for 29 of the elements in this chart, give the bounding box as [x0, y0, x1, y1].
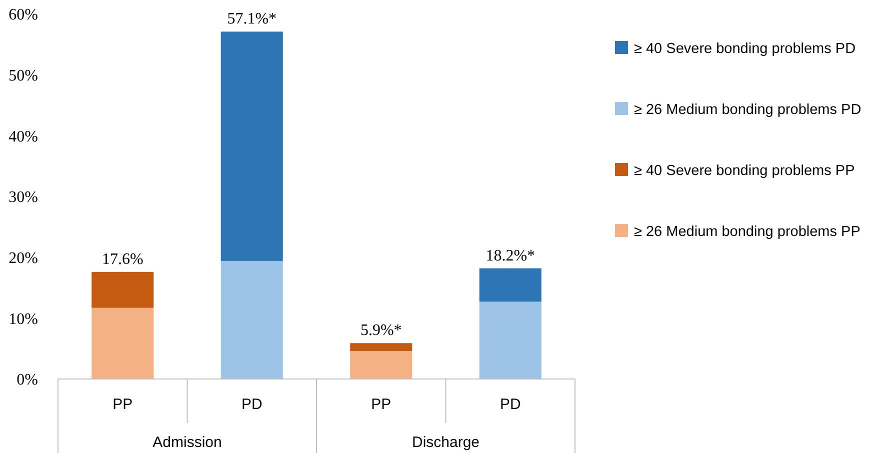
- total-label: 17.6%: [102, 250, 144, 268]
- y-tick-label: 60%: [8, 6, 38, 24]
- bar: [92, 272, 154, 308]
- bar: [220, 260, 283, 379]
- total-label: 18.2%*: [486, 247, 536, 264]
- y-tick-label: 50%: [8, 67, 38, 84]
- bar: [479, 302, 542, 379]
- x-tick-label: PD: [241, 396, 262, 413]
- y-tick-label: 30%: [8, 189, 38, 206]
- bar: [479, 268, 542, 302]
- bar: [350, 343, 412, 352]
- legend-label: ≥ 40 Severe bonding problems PD: [634, 41, 856, 58]
- text: Admission: [152, 434, 222, 451]
- bar: [92, 308, 154, 379]
- legend-label: ≥ 26 Medium bonding problems PD: [634, 102, 862, 118]
- text: Discharge: [412, 434, 480, 451]
- x-tick-label: PD: [500, 396, 521, 413]
- bar: [220, 32, 283, 261]
- total-label: 57.1%*: [227, 10, 277, 28]
- total-label: 5.9%*: [360, 322, 402, 340]
- y-tick-label: 0%: [16, 372, 38, 389]
- y-tick-label: 20%: [8, 250, 38, 267]
- legend-label: ≥ 40 Severe bonding problems PP: [634, 163, 855, 180]
- bar: [350, 351, 412, 379]
- y-tick-label: 10%: [8, 310, 38, 328]
- x-tick-label: PP: [371, 396, 392, 413]
- x-tick-label: PP: [112, 396, 133, 413]
- legend-label: ≥ 26 Medium bonding problems PP: [634, 224, 860, 240]
- y-tick-label: 40%: [8, 128, 38, 146]
